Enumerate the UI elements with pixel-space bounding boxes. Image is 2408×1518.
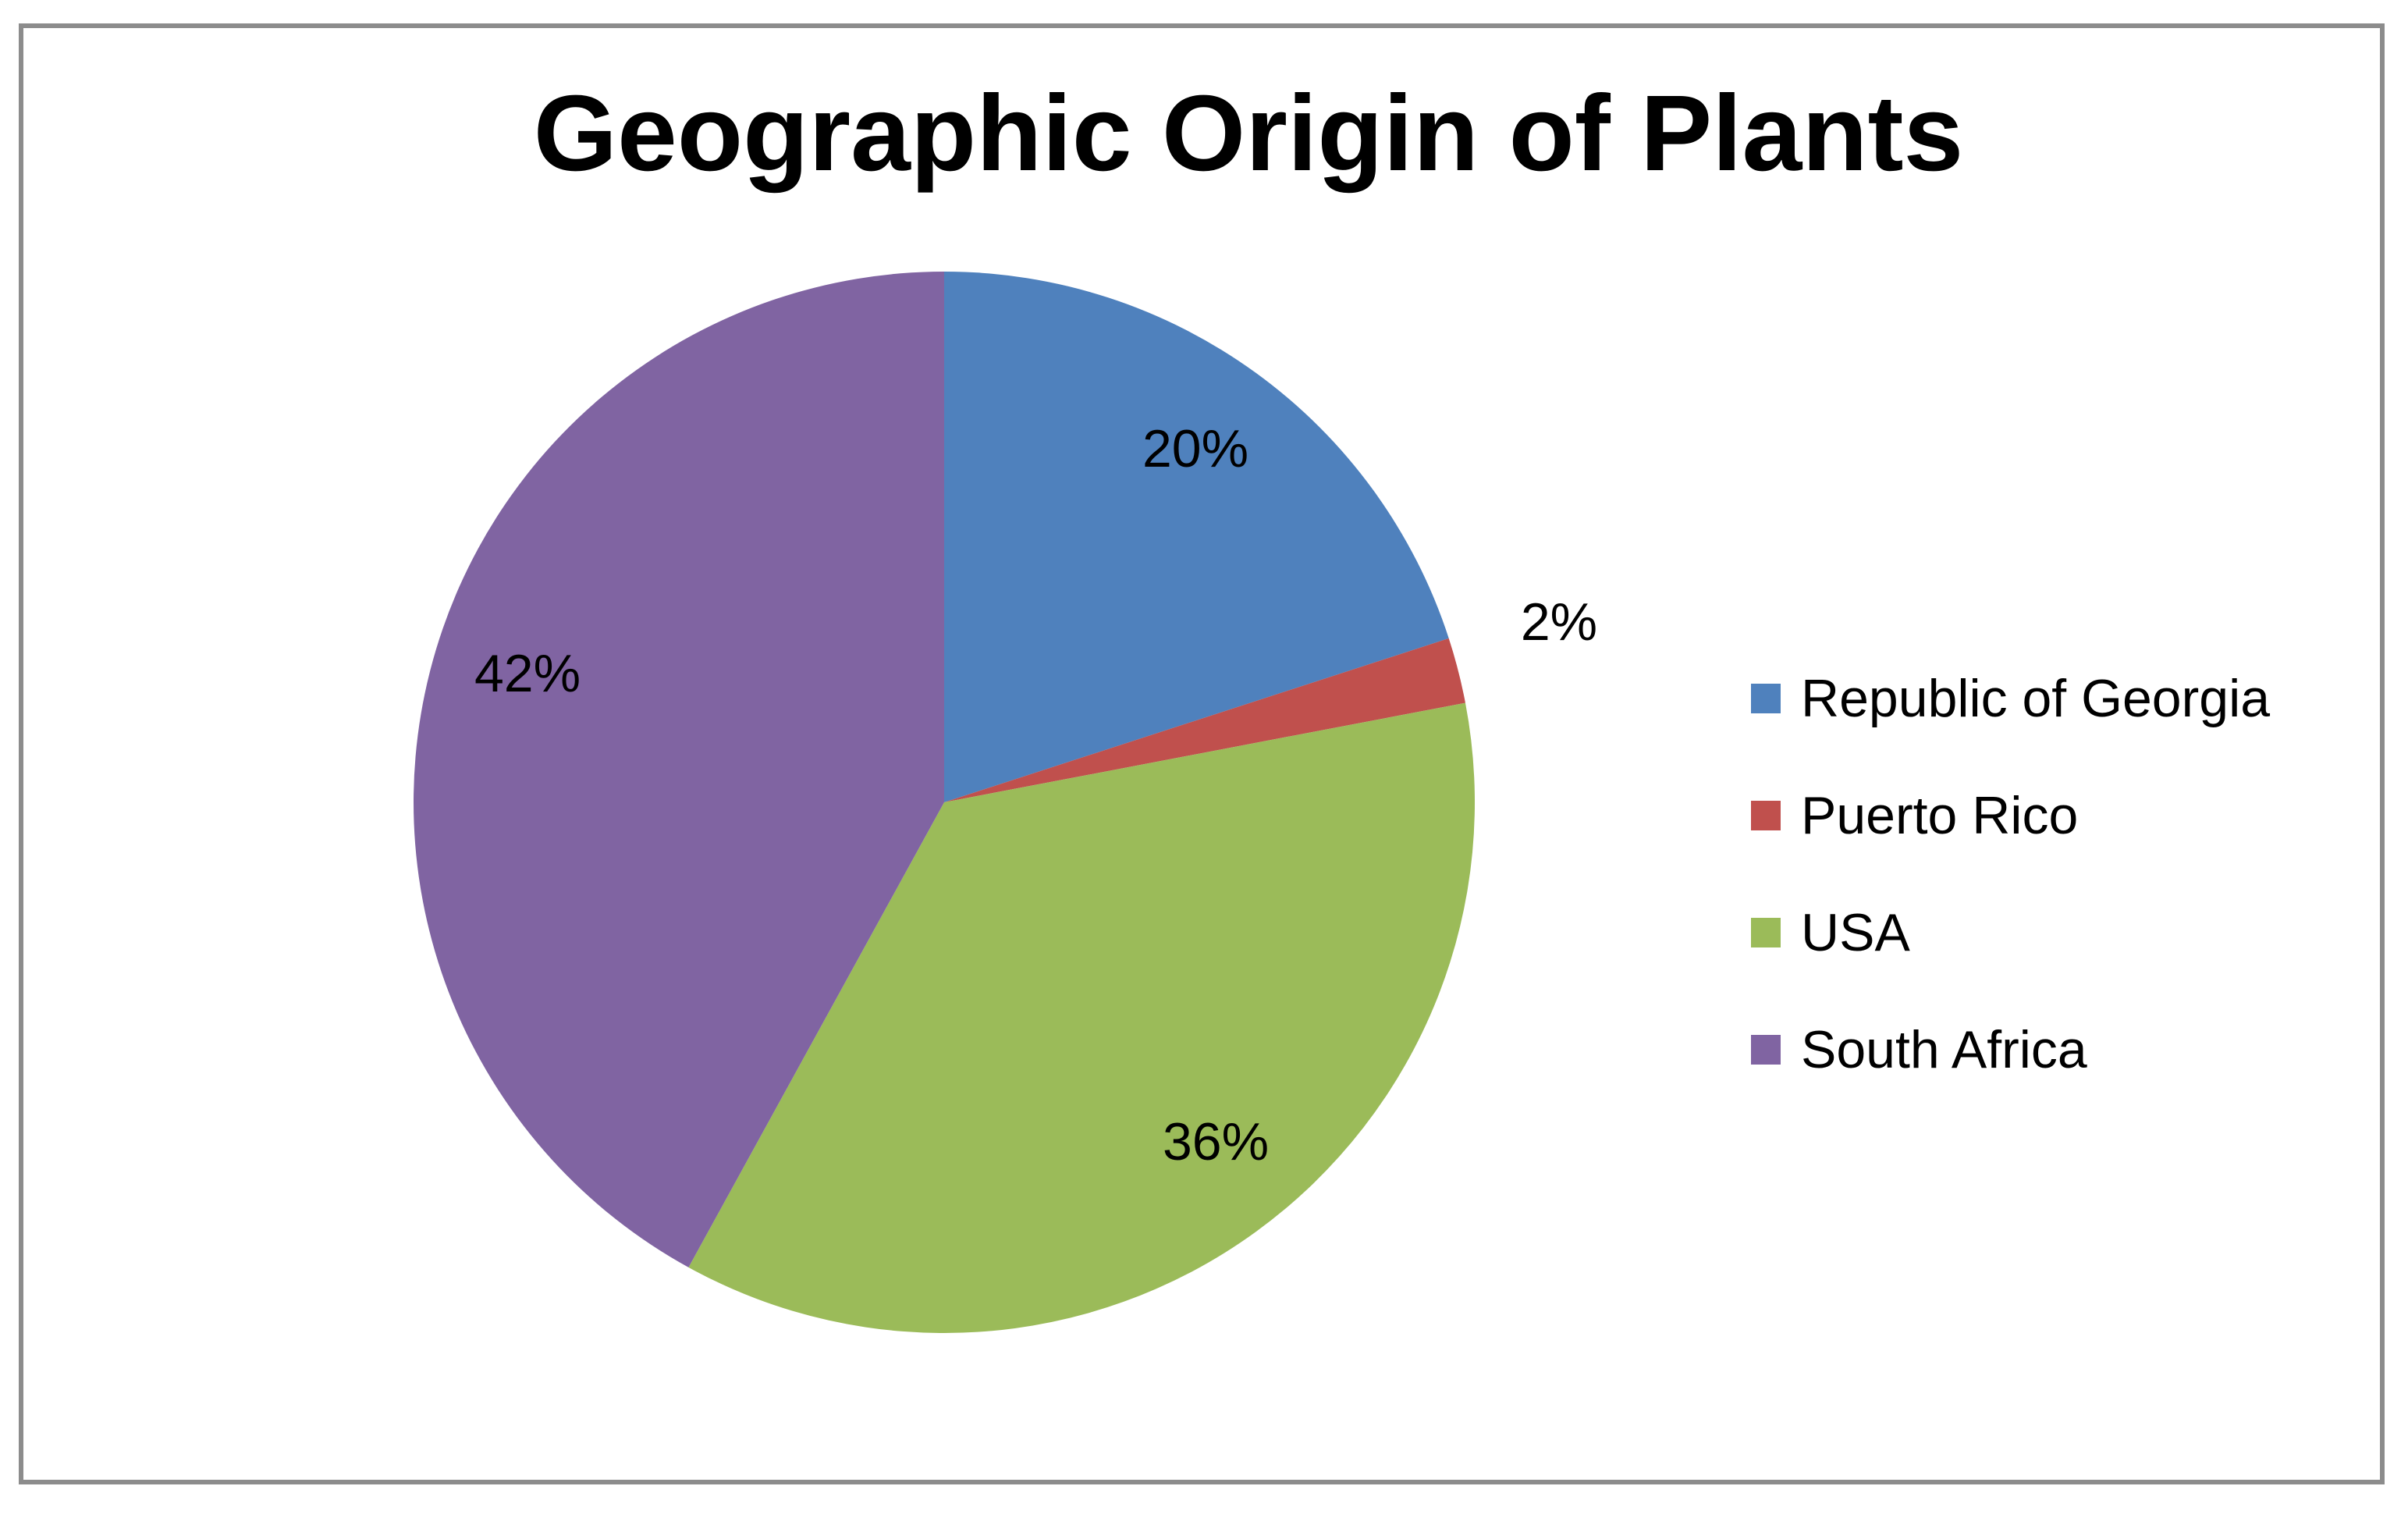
legend-label: Republic of Georgia [1801, 669, 2271, 728]
legend-item-south-africa: South Africa [1751, 991, 2270, 1108]
chart-title: Geographic Origin of Plants [533, 73, 1964, 194]
data-label-republic-of-georgia: 20% [1142, 419, 1248, 478]
legend: Republic of Georgia Puerto Rico USA Sout… [1751, 640, 2270, 1108]
legend-swatch [1751, 684, 1781, 713]
legend-label: USA [1801, 903, 1910, 962]
legend-item-republic-of-georgia: Republic of Georgia [1751, 640, 2270, 757]
legend-item-usa: USA [1751, 874, 2270, 991]
pie-slice-puerto-rico [944, 638, 1465, 802]
legend-item-puerto-rico: Puerto Rico [1751, 757, 2270, 874]
legend-swatch [1751, 918, 1781, 947]
legend-label: South Africa [1801, 1020, 2087, 1079]
pie-slice-republic-of-georgia [944, 272, 1449, 802]
legend-swatch [1751, 801, 1781, 830]
data-label-usa: 36% [1163, 1112, 1269, 1171]
legend-swatch [1751, 1035, 1781, 1065]
data-label-south-africa: 42% [474, 644, 581, 703]
data-label-puerto-rico: 2% [1521, 592, 1597, 652]
pie-slice-south-africa [413, 272, 944, 1267]
pie-slice-usa [688, 702, 1476, 1334]
legend-label: Puerto Rico [1801, 786, 2079, 845]
